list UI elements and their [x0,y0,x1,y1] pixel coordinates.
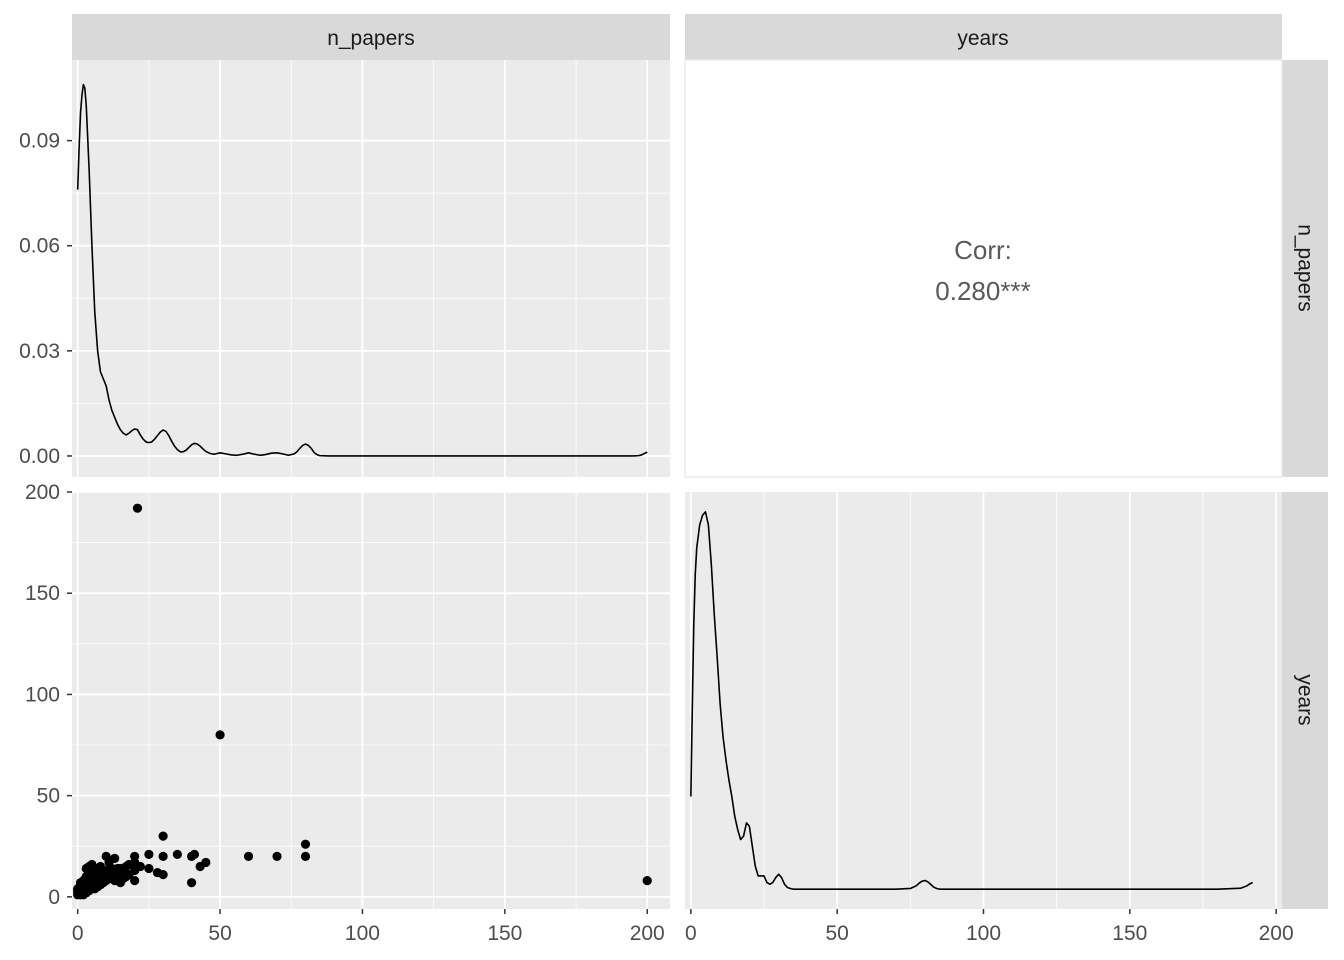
scatter-point [158,869,168,880]
strip-top-2-label: years [957,27,1008,50]
correlation-panel: Corr: 0.280*** [684,59,1283,478]
y-tick-label: 0.09 [19,130,60,153]
x-tick-label: 100 [345,922,380,945]
y-tick-label: 150 [25,582,60,605]
y-tick-label: 0.00 [19,445,60,468]
scatter-point [158,851,168,861]
strip-right-2-label: years [1294,674,1317,725]
scatter-point [189,849,200,859]
x-tick-label: 200 [630,922,665,945]
scatter-point [215,730,225,740]
years-density-density-line [690,511,1254,890]
years-density-panel: 0 50 100 150 200 [685,492,1294,945]
x-tick-label: 50 [208,922,231,945]
corr-value: 0.280*** [935,276,1030,306]
scatter-point [300,851,311,861]
strip-right-1-label: n_papers [1294,224,1317,312]
strip-top-1 [72,14,670,60]
scatter-point [110,853,120,863]
scatter-point [144,849,154,859]
x-tick-label: 200 [1259,922,1294,945]
scatter-point [201,857,211,868]
scatter-point [144,863,154,874]
strip-right-2 [1282,492,1328,909]
x-tick-label: 0 [685,922,697,945]
scatter-point [130,876,140,886]
y-tick-label: 200 [25,481,60,504]
scatter-point [300,839,311,849]
n_papers-vs-years-background [72,492,670,909]
strip-top-2 [685,14,1282,60]
y-tick-label: 0.06 [19,235,60,258]
y-tick-label: 0.03 [19,340,60,363]
x-tick-label: 50 [825,922,848,945]
scatter-point [272,851,282,861]
scatter-point [172,849,182,859]
n-papers-density-panel: 0.00 0.03 0.06 0.09 [19,60,670,477]
correlation-panel-background [684,59,1283,478]
scatter-point [243,851,254,861]
corr-label: Corr: [954,235,1012,265]
strip-right-1 [1282,60,1328,477]
scatter-point [130,851,140,861]
x-tick-label: 150 [1112,922,1147,945]
scatter-point [158,831,168,841]
y-tick-label: 0 [48,886,60,909]
strip-top-1-label: n_papers [327,27,415,50]
y-tick-label: 50 [37,785,60,808]
scatter-point [187,878,197,888]
x-tick-label: 100 [966,922,1001,945]
scatter-point [642,876,652,886]
x-tick-label: 150 [487,922,522,945]
y-tick-label: 100 [25,683,60,706]
n_papers-density-background [72,60,670,477]
scatter-panel: 0 50 100 150 200 0 50 100 150 200 [25,481,670,945]
scatter-point [135,861,145,872]
scatter-point [132,503,143,513]
n_papers-density-density-line [76,83,648,457]
x-tick-label: 0 [72,922,84,945]
